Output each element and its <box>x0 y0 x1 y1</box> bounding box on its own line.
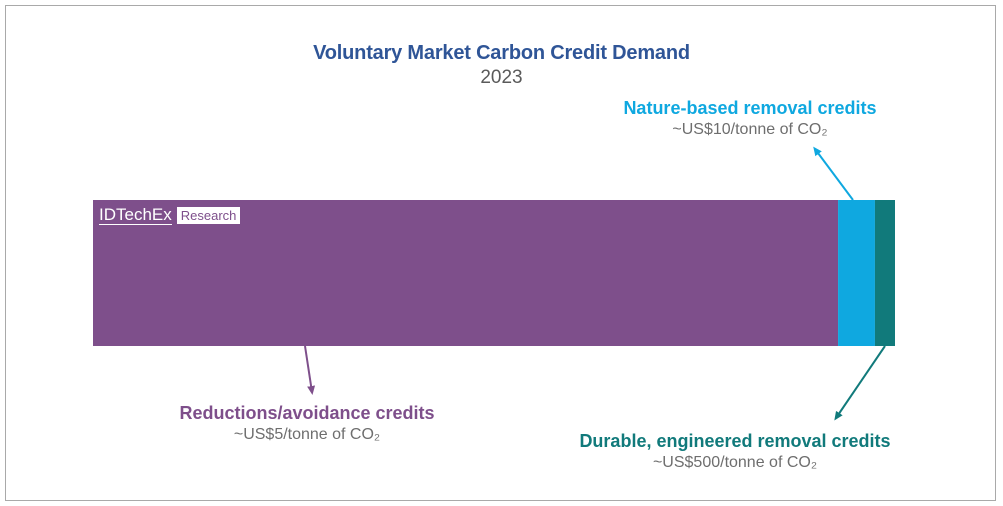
chart-subtitle: 2023 <box>480 67 523 88</box>
arrow-durable <box>834 345 886 421</box>
label-reductions-price: ~US$5/tonne of CO₂ <box>233 426 381 443</box>
bar-reductions <box>93 200 839 346</box>
arrow-nature <box>813 146 854 201</box>
label-durable: Durable, engineered removal credits ~US$… <box>575 431 895 472</box>
label-nature: Nature-based removal credits ~US$10/tonn… <box>590 98 910 139</box>
logo-tag: Research <box>176 207 241 224</box>
logo-brand: IDTechEx <box>99 205 172 225</box>
bar-durable <box>874 200 895 346</box>
label-reductions-name: Reductions/avoidance credits <box>179 403 435 423</box>
label-nature-price: ~US$10/tonne of CO₂ <box>672 121 828 138</box>
label-durable-price: ~US$500/tonne of CO₂ <box>652 454 818 471</box>
chart-title: Voluntary Market Carbon Credit Demand <box>313 42 690 64</box>
bar-nature <box>838 200 875 346</box>
arrow-reductions <box>304 345 316 395</box>
stacked-bar <box>93 200 895 346</box>
idtechex-logo: IDTechEx Research <box>99 205 241 225</box>
label-nature-name: Nature-based removal credits <box>623 98 877 118</box>
label-durable-name: Durable, engineered removal credits <box>579 431 891 451</box>
label-reductions: Reductions/avoidance credits ~US$5/tonne… <box>147 403 467 444</box>
